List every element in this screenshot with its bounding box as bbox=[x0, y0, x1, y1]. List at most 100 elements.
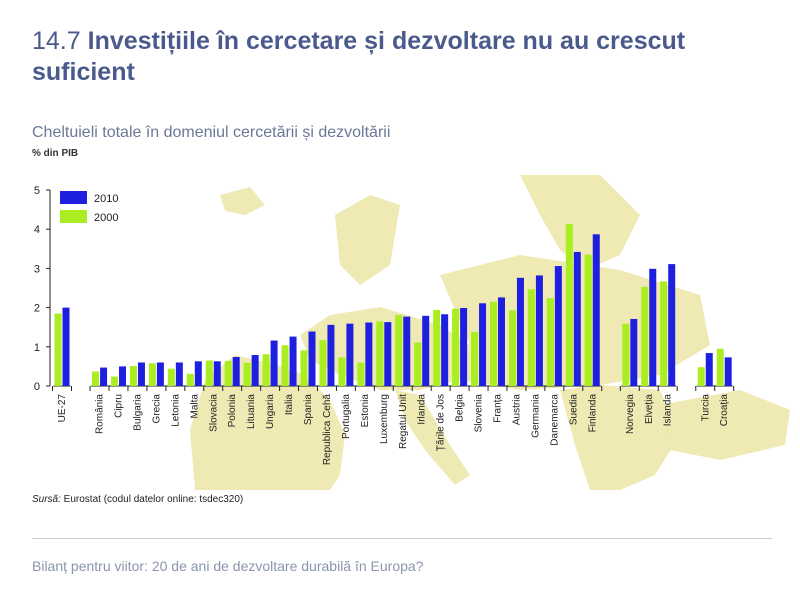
category-label: România bbox=[95, 394, 106, 434]
bar-2000 bbox=[281, 345, 289, 386]
source-label: Sursă: bbox=[32, 494, 61, 505]
category-label: Turcia bbox=[700, 394, 711, 422]
bar-2000 bbox=[527, 289, 535, 386]
bar-2010 bbox=[100, 367, 108, 386]
bar-2010 bbox=[232, 356, 240, 386]
bar-2000 bbox=[338, 357, 346, 386]
category-label: Republica Cehă bbox=[322, 394, 333, 466]
chart-subtitle: Cheltuieli totale în domeniul cercetării… bbox=[32, 124, 391, 141]
bar-2010 bbox=[156, 362, 164, 386]
bar-2000 bbox=[243, 362, 251, 386]
bar-2000 bbox=[565, 224, 573, 386]
category-label: Malta bbox=[189, 394, 200, 419]
category-label: Bulgaria bbox=[132, 394, 143, 431]
bar-2000 bbox=[433, 309, 441, 386]
category-label: Ungaria bbox=[265, 394, 276, 429]
category-label: Slovacia bbox=[208, 394, 219, 432]
bar-2010 bbox=[384, 322, 392, 386]
chart-bars bbox=[54, 224, 732, 386]
bar-2000 bbox=[546, 298, 554, 386]
bar-2010 bbox=[441, 314, 449, 386]
bar-2000 bbox=[508, 310, 516, 386]
category-label: Slovenia bbox=[474, 394, 485, 433]
map-italy bbox=[395, 390, 470, 485]
bar-2000 bbox=[376, 321, 384, 386]
bar-2010 bbox=[62, 307, 70, 386]
bar-2000 bbox=[186, 373, 194, 386]
category-label: Portugalia bbox=[341, 394, 352, 439]
category-label: Germania bbox=[530, 394, 541, 438]
bar-2010 bbox=[289, 336, 297, 386]
y-tick-label: 2 bbox=[34, 303, 40, 315]
legend-label-2000: 2000 bbox=[94, 212, 118, 224]
bar-2010 bbox=[403, 316, 411, 386]
category-label: Letonia bbox=[170, 394, 181, 427]
title-number: 14.7 bbox=[32, 27, 81, 55]
map-iceland bbox=[220, 187, 265, 215]
bar-2000 bbox=[148, 363, 156, 386]
bar-2010 bbox=[137, 362, 145, 386]
legend-swatch-2000 bbox=[60, 210, 87, 223]
chart-legend: 2010 2000 bbox=[60, 191, 118, 224]
bar-2010 bbox=[251, 355, 259, 386]
category-label: UE-27 bbox=[57, 394, 68, 423]
bar-2010 bbox=[554, 266, 562, 386]
bar-2000 bbox=[584, 254, 592, 386]
category-label: Croația bbox=[719, 394, 730, 427]
bar-2000 bbox=[300, 350, 308, 386]
category-label: Irlanda bbox=[417, 394, 428, 425]
category-label: Grecia bbox=[151, 394, 162, 424]
map-anatolia bbox=[660, 390, 790, 460]
bar-2000 bbox=[490, 301, 497, 386]
category-label: Țările de Jos bbox=[436, 394, 447, 451]
bar-2000 bbox=[452, 308, 460, 386]
bar-2010 bbox=[630, 318, 638, 386]
bar-2010 bbox=[346, 323, 354, 386]
bar-2000 bbox=[262, 354, 270, 386]
bar-2010 bbox=[535, 275, 543, 386]
bar-2010 bbox=[479, 303, 487, 386]
bar-2000 bbox=[129, 366, 137, 386]
bar-2010 bbox=[649, 268, 657, 386]
bar-2000 bbox=[660, 281, 668, 386]
bar-2000 bbox=[697, 367, 705, 386]
category-label: Lituania bbox=[246, 394, 257, 429]
bar-2000 bbox=[92, 371, 100, 386]
map-british-isles bbox=[335, 195, 400, 285]
bar-2010 bbox=[327, 324, 335, 386]
source-text: Eurostat (codul datelor online: tsdec320… bbox=[60, 494, 244, 505]
map-iberia bbox=[190, 355, 345, 490]
page-title: 14.7 Investițiile în cercetare și dezvol… bbox=[32, 26, 772, 88]
category-label: Elveția bbox=[644, 394, 655, 424]
bar-2010 bbox=[194, 361, 202, 386]
y-tick-label: 1 bbox=[34, 342, 40, 354]
bar-2000 bbox=[205, 360, 213, 386]
legend-label-2010: 2010 bbox=[94, 193, 118, 205]
category-label: Finlanda bbox=[587, 394, 598, 433]
bar-2000 bbox=[622, 323, 630, 386]
title-text: Investițiile în cercetare și dezvoltare … bbox=[32, 27, 686, 86]
footer-text: Bilanț pentru viitor: 20 de ani de dezvo… bbox=[32, 558, 424, 574]
category-label: Danemarca bbox=[549, 394, 560, 446]
bar-2010 bbox=[705, 353, 713, 386]
bar-2000 bbox=[357, 362, 365, 386]
bar-2000 bbox=[319, 340, 327, 386]
footer-divider bbox=[32, 538, 772, 539]
bar-2000 bbox=[471, 331, 479, 386]
y-tick-label: 0 bbox=[34, 381, 40, 393]
bar-2000 bbox=[224, 360, 232, 386]
bar-2010 bbox=[365, 322, 373, 386]
bar-2010 bbox=[516, 277, 524, 386]
bar-2010 bbox=[270, 340, 278, 386]
bar-2010 bbox=[213, 361, 221, 386]
map-balkans bbox=[560, 385, 680, 490]
category-label: Cipru bbox=[114, 394, 125, 418]
bar-2000 bbox=[395, 315, 403, 386]
y-tick-label: 3 bbox=[34, 263, 40, 275]
bar-2000 bbox=[716, 348, 724, 386]
bar-2000 bbox=[641, 286, 649, 386]
y-tick-label: 4 bbox=[34, 224, 40, 236]
bar-2010 bbox=[573, 251, 581, 386]
map-scandinavia bbox=[520, 175, 640, 270]
unit-label: % din PIB bbox=[32, 148, 79, 159]
